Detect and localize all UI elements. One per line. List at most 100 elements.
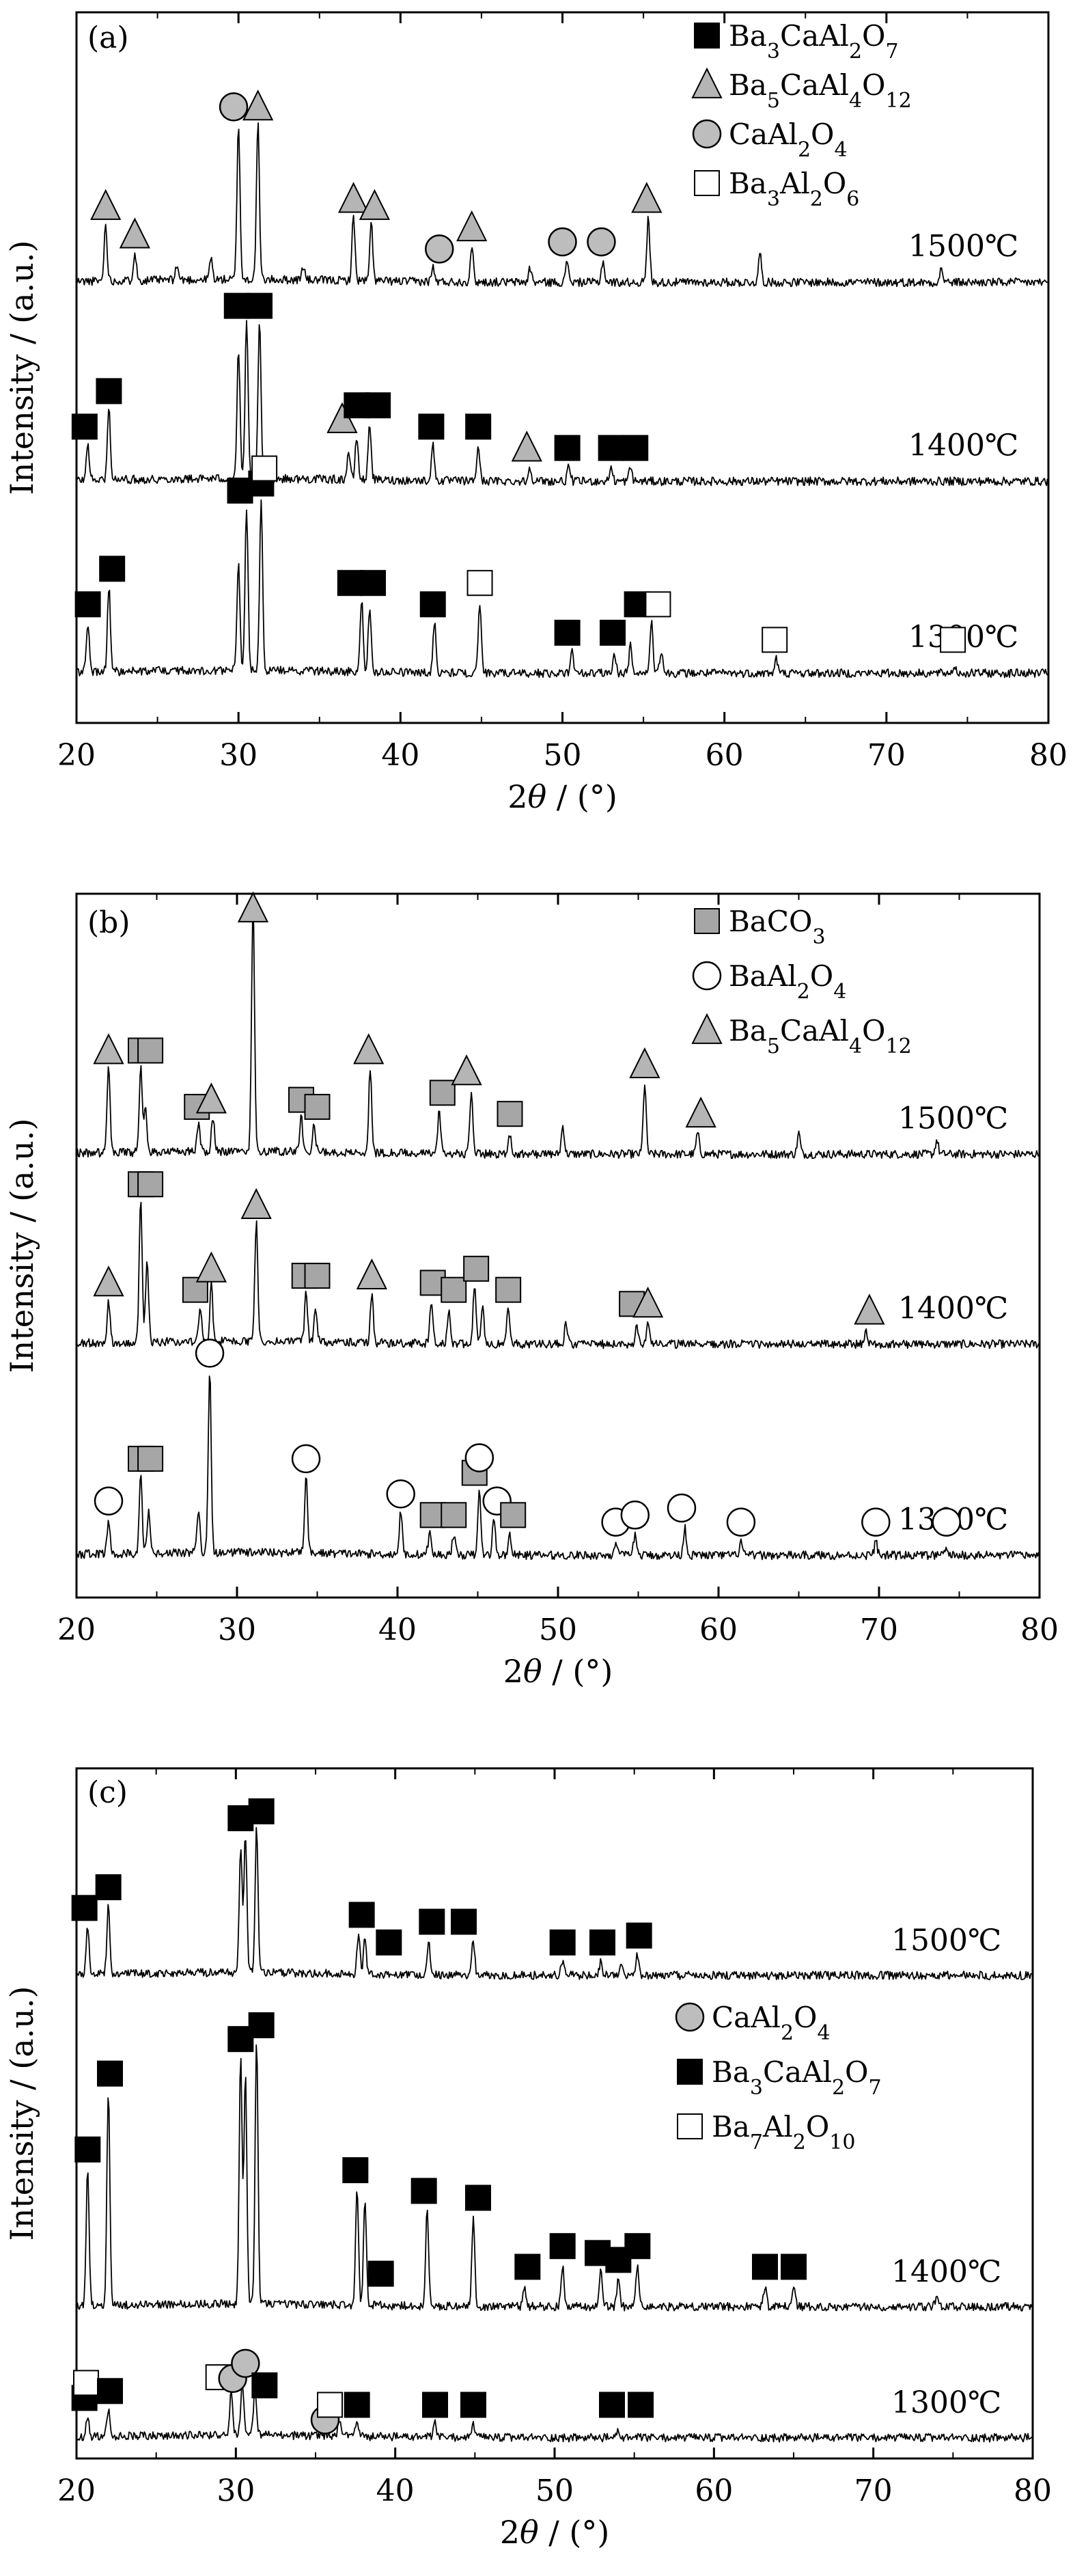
xrd-trace [76, 1826, 1032, 1980]
peak-marker-triangle-gray-icon [632, 1286, 664, 1318]
temperature-label: 1400℃ [898, 1291, 1008, 1326]
legend-symbol-triangle-gray-icon [691, 1013, 723, 1044]
legend-symbol-square-black-icon [694, 23, 720, 49]
peak-marker-square-gray-icon [137, 1171, 164, 1198]
x-tick-label: 60 [695, 2474, 733, 2508]
peak-marker-square-gray-icon [441, 1276, 467, 1303]
peak-marker-square-gray-icon [304, 1093, 331, 1120]
peak-marker-triangle-gray-icon [356, 1258, 388, 1289]
legend-entry: Ba5CaAl4O12 [729, 68, 912, 113]
peak-marker-circle-white-icon [667, 1493, 697, 1523]
peak-marker-square-black-icon [600, 620, 626, 646]
peak-marker-triangle-gray-icon [195, 1082, 227, 1114]
peak-marker-circle-white-icon [94, 1486, 124, 1516]
peak-marker-square-black-icon [71, 413, 98, 440]
peak-marker-circle-white-icon [861, 1507, 891, 1537]
legend-symbol-triangle-gray-icon [691, 67, 723, 98]
peak-marker-square-black-icon [624, 2233, 651, 2260]
x-tick-label: 60 [699, 1613, 738, 1647]
peak-marker-square-black-icon [367, 2260, 394, 2287]
peak-marker-triangle-gray-icon [93, 1033, 124, 1065]
temperature-label: 1400℃ [891, 2254, 1001, 2289]
peak-marker-square-black-icon [410, 2178, 437, 2204]
x-axis-label: 2θ / (°) [503, 1653, 613, 1690]
peak-marker-square-black-icon [549, 1929, 576, 1956]
peak-marker-square-gray-icon [441, 1502, 467, 1529]
peak-marker-square-black-icon [589, 1929, 615, 1956]
peak-marker-square-white-icon [466, 570, 493, 597]
legend-symbol-square-black-icon [677, 2059, 703, 2085]
peak-marker-triangle-gray-icon [240, 1188, 272, 1219]
peak-marker-square-black-icon [99, 556, 126, 582]
peak-marker-square-gray-icon [500, 1502, 527, 1529]
peak-marker-circle-gray-icon [231, 2348, 260, 2379]
xrd-trace [76, 2044, 1033, 2312]
peak-marker-triangle-gray-icon [119, 217, 150, 249]
peak-marker-square-gray-icon [137, 1445, 164, 1472]
peak-marker-circle-gray-icon [587, 227, 616, 257]
peak-marker-square-black-icon [465, 2184, 491, 2211]
legend-symbol-circle-gray-icon [692, 119, 722, 149]
peak-marker-square-black-icon [628, 2392, 654, 2418]
peak-marker-square-gray-icon [497, 1101, 523, 1127]
peak-marker-square-black-icon [342, 2157, 369, 2184]
peak-marker-square-black-icon [97, 2060, 123, 2087]
peak-marker-triangle-gray-icon [359, 189, 391, 220]
peak-marker-square-black-icon [419, 591, 446, 618]
x-tick-label: 30 [218, 1613, 256, 1647]
peak-marker-square-gray-icon [463, 1255, 490, 1282]
legend-entry: Ba3Al2O6 [729, 167, 859, 211]
legend-entry: Ba7Al2O10 [712, 2110, 855, 2154]
temperature-label: 1400℃ [908, 428, 1018, 463]
xrd-trace [76, 2380, 1033, 2443]
y-axis-label: Intensity / (a.u.) [3, 1986, 40, 2241]
peak-marker-square-gray-icon [429, 1080, 456, 1106]
peak-marker-square-black-icon [419, 1908, 445, 1935]
plot-frame [75, 11, 1050, 724]
x-tick-label: 20 [57, 2474, 96, 2508]
peak-marker-square-black-icon [337, 570, 363, 597]
xrd-trace [76, 499, 1048, 679]
peak-marker-square-black-icon [97, 2378, 123, 2404]
temperature-label: 1500℃ [898, 1101, 1008, 1136]
peak-marker-circle-gray-icon [425, 234, 454, 264]
peak-marker-square-white-icon [251, 455, 278, 482]
legend-symbol-square-gray-icon [694, 908, 720, 934]
peak-marker-triangle-gray-icon [456, 210, 488, 242]
temperature-label: 1500℃ [891, 1923, 1001, 1958]
peak-marker-square-black-icon [348, 1902, 375, 1928]
legend-entry: BaAl2O4 [729, 959, 846, 1004]
peak-marker-square-black-icon [422, 2392, 448, 2418]
x-tick-label: 30 [217, 2474, 255, 2508]
peak-marker-circle-white-icon [464, 1443, 494, 1472]
plot-frame [75, 1767, 1034, 2460]
peak-marker-square-black-icon [223, 292, 250, 319]
peak-marker-circle-white-icon [932, 1507, 961, 1537]
peak-marker-square-black-icon [465, 413, 492, 440]
peak-marker-square-black-icon [248, 2012, 275, 2038]
peak-marker-triangle-gray-icon [93, 1265, 124, 1297]
legend-entry: Ba5CaAl4O12 [729, 1014, 912, 1058]
y-axis-label: Intensity / (a.u.) [3, 1119, 40, 1373]
peak-marker-square-black-icon [74, 2136, 101, 2163]
peak-marker-triangle-gray-icon [854, 1293, 885, 1325]
peak-marker-square-black-icon [96, 378, 122, 405]
peak-marker-triangle-gray-icon [237, 891, 269, 922]
plot-frame [75, 892, 1041, 1599]
peak-marker-circle-gray-icon [548, 227, 577, 257]
peak-marker-circle-white-icon [291, 1444, 321, 1474]
x-tick-label: 80 [1029, 738, 1068, 773]
peak-marker-triangle-gray-icon [511, 430, 542, 462]
peak-marker-triangle-gray-icon [451, 1054, 482, 1086]
peak-marker-square-white-icon [73, 2370, 99, 2396]
peak-marker-square-black-icon [365, 392, 391, 419]
legend-entry: BaCO3 [729, 905, 826, 949]
x-tick-label: 40 [378, 1613, 417, 1647]
peak-marker-square-black-icon [781, 2253, 807, 2280]
temperature-label: 1500℃ [908, 229, 1018, 264]
x-tick-label: 70 [867, 738, 906, 773]
legend-symbol-square-white-icon [694, 170, 720, 196]
x-tick-label: 20 [57, 738, 96, 773]
peak-marker-square-black-icon [95, 1874, 122, 1900]
